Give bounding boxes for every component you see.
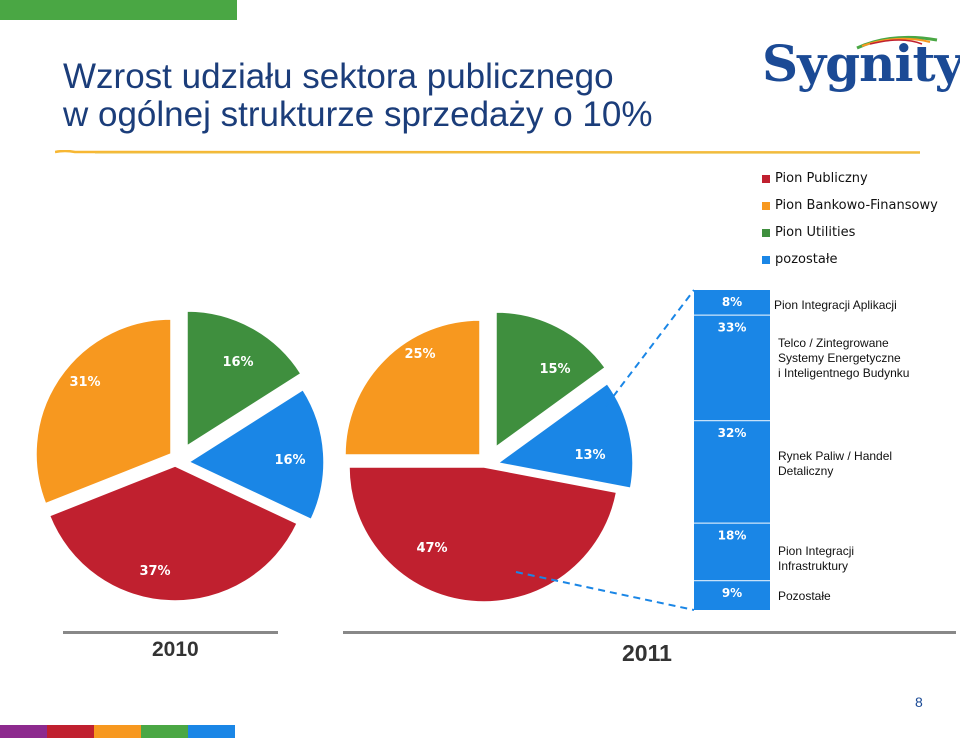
- page-title: Wzrost udziału sektora publicznego w ogó…: [63, 58, 743, 134]
- pie-slice: [496, 382, 634, 490]
- bottom-bar-segment: [188, 725, 235, 738]
- connector-line: [515, 571, 695, 611]
- bar-category-label-line: Systemy Energetyczne: [778, 350, 901, 365]
- bar-data-label: 33%: [718, 321, 747, 335]
- pie-slice: [48, 465, 299, 602]
- title-underline: [55, 150, 920, 154]
- page-number: 8: [915, 694, 923, 710]
- bar-category-label-line: Pion Integracji: [778, 543, 855, 558]
- bar-category-label-line: Pion Integracji Aplikacji: [774, 298, 897, 312]
- bar-category-label-line: Pozostałe: [778, 589, 831, 604]
- bar-category-label: Telco / Zintegrowane Systemy Energetyczne…: [778, 336, 909, 381]
- legend-label: pozostałe: [775, 252, 838, 267]
- pie-data-label: 13%: [574, 448, 605, 463]
- connector-line: [605, 289, 695, 407]
- legend-swatch: [762, 174, 770, 183]
- pie-slice: [187, 388, 325, 521]
- pie-data-label: 25%: [404, 347, 435, 362]
- year-label-2011: 2011: [622, 640, 672, 666]
- pie-data-label: 31%: [69, 375, 100, 390]
- year-label-2010: 2010: [152, 638, 199, 661]
- legend: Pion Publiczny Pion Bankowo-Finansowy Pi…: [762, 165, 957, 273]
- legend-label: Pion Bankowo-Finansowy: [775, 198, 938, 213]
- pie-slice: [344, 319, 481, 456]
- bar-category-label-line: Telco / Zintegrowane: [778, 335, 889, 350]
- legend-swatch: [762, 201, 770, 210]
- title-line-2: w ogólnej strukturze sprzedaży o 10%: [63, 95, 653, 134]
- title-line-1: Wzrost udziału sektora publicznego: [63, 57, 614, 96]
- bar-segment: [694, 290, 770, 316]
- pie-slice: [495, 311, 607, 449]
- bottom-bar-segment: [47, 725, 94, 738]
- year-divider-2011: [343, 631, 956, 634]
- bar-segment: [694, 581, 770, 610]
- sygnity-logo: Sygnity: [762, 30, 960, 100]
- bar-data-label: 9%: [722, 586, 742, 600]
- pie-data-label: 16%: [274, 453, 305, 468]
- bar-category-label: Rynek Paliw / Handel Detaliczny: [778, 449, 892, 479]
- pie-data-label: 37%: [139, 564, 170, 579]
- bar-data-label: 8%: [722, 295, 742, 309]
- pie-slice: [35, 318, 172, 505]
- bar-category-label-line: Infrastruktury: [778, 558, 849, 573]
- legend-item: Pion Publiczny: [762, 165, 957, 192]
- bar-category-label: Pion Integracji Aplikacji: [774, 298, 897, 313]
- legend-item: pozostałe: [762, 246, 957, 273]
- legend-label: Pion Publiczny: [775, 171, 868, 186]
- bar-category-label-line: i Inteligentnego Budynku: [778, 365, 910, 380]
- legend-label: Pion Utilities: [775, 225, 856, 240]
- legend-item: Pion Utilities: [762, 219, 957, 246]
- legend-swatch: [762, 255, 770, 264]
- bottom-bar-segment: [94, 725, 141, 738]
- bar-category-label-line: Rynek Paliw / Handel: [778, 449, 893, 464]
- pie-data-label: 47%: [416, 541, 447, 556]
- bar-segment: [694, 421, 770, 524]
- bar-data-label: 18%: [718, 529, 747, 543]
- bottom-bar-segment: [0, 725, 47, 738]
- bottom-bar-segment: [141, 725, 188, 738]
- bar-segment: [694, 523, 770, 582]
- pie-slice: [348, 466, 618, 603]
- logo-text: Sygnity: [762, 34, 960, 93]
- bar-category-label-line: Detaliczny: [778, 464, 834, 479]
- year-divider-2010: [63, 631, 278, 634]
- legend-swatch: [762, 228, 770, 237]
- bar-category-label: Pozostałe: [778, 589, 831, 604]
- top-accent-bar: [0, 0, 237, 20]
- legend-item: Pion Bankowo-Finansowy: [762, 192, 957, 219]
- pie-slice: [186, 310, 303, 448]
- bar-category-label: Pion Integracji Infrastruktury: [778, 544, 854, 574]
- bottom-accent-bar: [0, 725, 235, 738]
- pie-data-label: 15%: [539, 362, 570, 377]
- bar-segment: [694, 315, 770, 422]
- pie-data-label: 16%: [222, 355, 253, 370]
- bar-data-label: 32%: [718, 426, 747, 440]
